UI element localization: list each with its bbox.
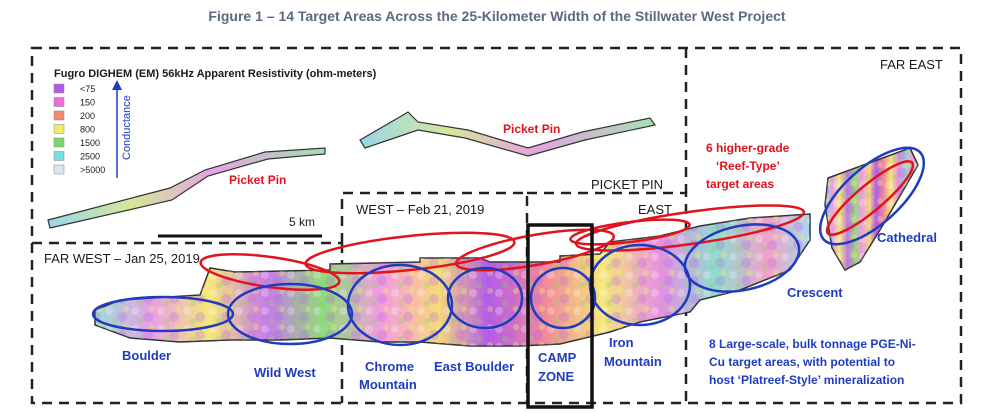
picket-pin-east-label-line2: EAST: [638, 202, 672, 217]
legend: Fugro DIGHEM (EM) 56kHz Apparent Resisti…: [53, 68, 377, 178]
cathedral-target: [818, 146, 926, 246]
legend-swatch: [53, 83, 65, 94]
cathedral-label: Cathedral: [877, 230, 937, 245]
boulder-target: [91, 295, 235, 333]
iron-mountain-target: [588, 243, 692, 327]
wild-west-target: [226, 282, 354, 346]
legend-arrow-head: [112, 80, 122, 90]
reef-target-6: [825, 160, 915, 236]
platreef-line2: Cu target areas, with potential to: [709, 355, 895, 369]
platreef-line3: host ‘Platreef-Style’ mineralization: [709, 373, 904, 387]
platreef-description: 8 Large-scale, bulk tonnage PGE-Ni- Cu t…: [709, 337, 916, 387]
chrome-mountain-label-line1: Chrome: [365, 359, 414, 374]
reef-label-line1: 6 higher-grade: [706, 141, 790, 155]
legend-swatch-label: >5000: [80, 165, 105, 175]
legend-title: Fugro DIGHEM (EM) 56kHz Apparent Resisti…: [54, 68, 377, 80]
reef-label-line2: ‘Reef-Type’: [716, 159, 780, 173]
iron-mountain-label-line1: Iron: [609, 335, 634, 350]
picket-pin-label-2: Picket Pin: [503, 122, 560, 136]
region-labels: FAR WEST – Jan 25, 2019 WEST – Feb 21, 2…: [44, 57, 943, 266]
figure-title: Figure 1 – 14 Target Areas Across the 25…: [208, 8, 786, 24]
legend-swatch: [53, 124, 65, 134]
west-label: WEST – Feb 21, 2019: [356, 202, 484, 217]
wild-west-label: Wild West: [254, 365, 316, 380]
camp-zone-label-line1: CAMP: [538, 350, 577, 365]
reef-type-targets: [199, 160, 915, 292]
boulder-label: Boulder: [122, 348, 171, 363]
picket-pin-strip-west: [47, 147, 326, 229]
reef-target-2: [304, 231, 516, 275]
reef-target-4: [574, 204, 806, 252]
legend-swatch: [53, 151, 65, 161]
reef-label-line3: target areas: [706, 177, 774, 191]
camp-zone-label-line2: ZONE: [538, 369, 574, 384]
survey-band-texture: [95, 214, 810, 346]
legend-swatch: [53, 164, 65, 175]
legend-swatch-label: <75: [80, 84, 95, 94]
scale-bar: 5 km: [158, 215, 322, 238]
legend-swatch-label: 200: [80, 111, 95, 121]
legend-swatch-label: 2500: [80, 152, 100, 162]
legend-swatch: [53, 137, 65, 148]
chrome-mountain-target: [346, 263, 454, 347]
east-boulder-target: [446, 266, 524, 330]
legend-swatch: [53, 110, 65, 121]
iron-mountain-label-line2: Mountain: [604, 354, 662, 369]
legend-swatch-label: 1500: [80, 138, 100, 148]
platreef-line1: 8 Large-scale, bulk tonnage PGE-Ni-: [709, 337, 916, 351]
far-west-label: FAR WEST – Jan 25, 2019: [44, 251, 200, 266]
crescent-label: Crescent: [787, 285, 843, 300]
legend-swatch-label: 800: [80, 125, 95, 135]
legend-axis-label: Conductance: [121, 95, 133, 160]
legend-swatch: [53, 97, 65, 107]
red-labels: Picket Pin Picket Pin 6 higher-grade ‘Re…: [229, 122, 790, 191]
outer-project-boundary: [30, 46, 963, 405]
picket-pin-east-label-line1: PICKET PIN: [591, 177, 663, 192]
crescent-target: [683, 223, 801, 293]
far-east-label: FAR EAST: [880, 57, 943, 72]
reef-target-3: [454, 228, 616, 272]
target-labels: Boulder Wild West Chrome Mountain East B…: [122, 230, 937, 392]
camp-zone-target: [529, 266, 597, 330]
camp-zone-box: [526, 223, 594, 409]
picket-pin-label-1: Picket Pin: [229, 173, 286, 187]
scale-label: 5 km: [289, 215, 315, 229]
legend-swatches: <75 150 200 800 1500 2500 >5000: [53, 83, 105, 175]
east-boulder-label: East Boulder: [434, 359, 514, 374]
platreef-targets: [91, 146, 926, 347]
chrome-mountain-label-line2: Mountain: [359, 377, 417, 392]
picket-pin-survey-lines: [47, 111, 657, 229]
main-survey-band: [94, 147, 919, 347]
reef-target-5: [569, 218, 691, 246]
picket-pin-strip-east: [359, 111, 657, 157]
legend-swatch-label: 150: [80, 98, 95, 108]
